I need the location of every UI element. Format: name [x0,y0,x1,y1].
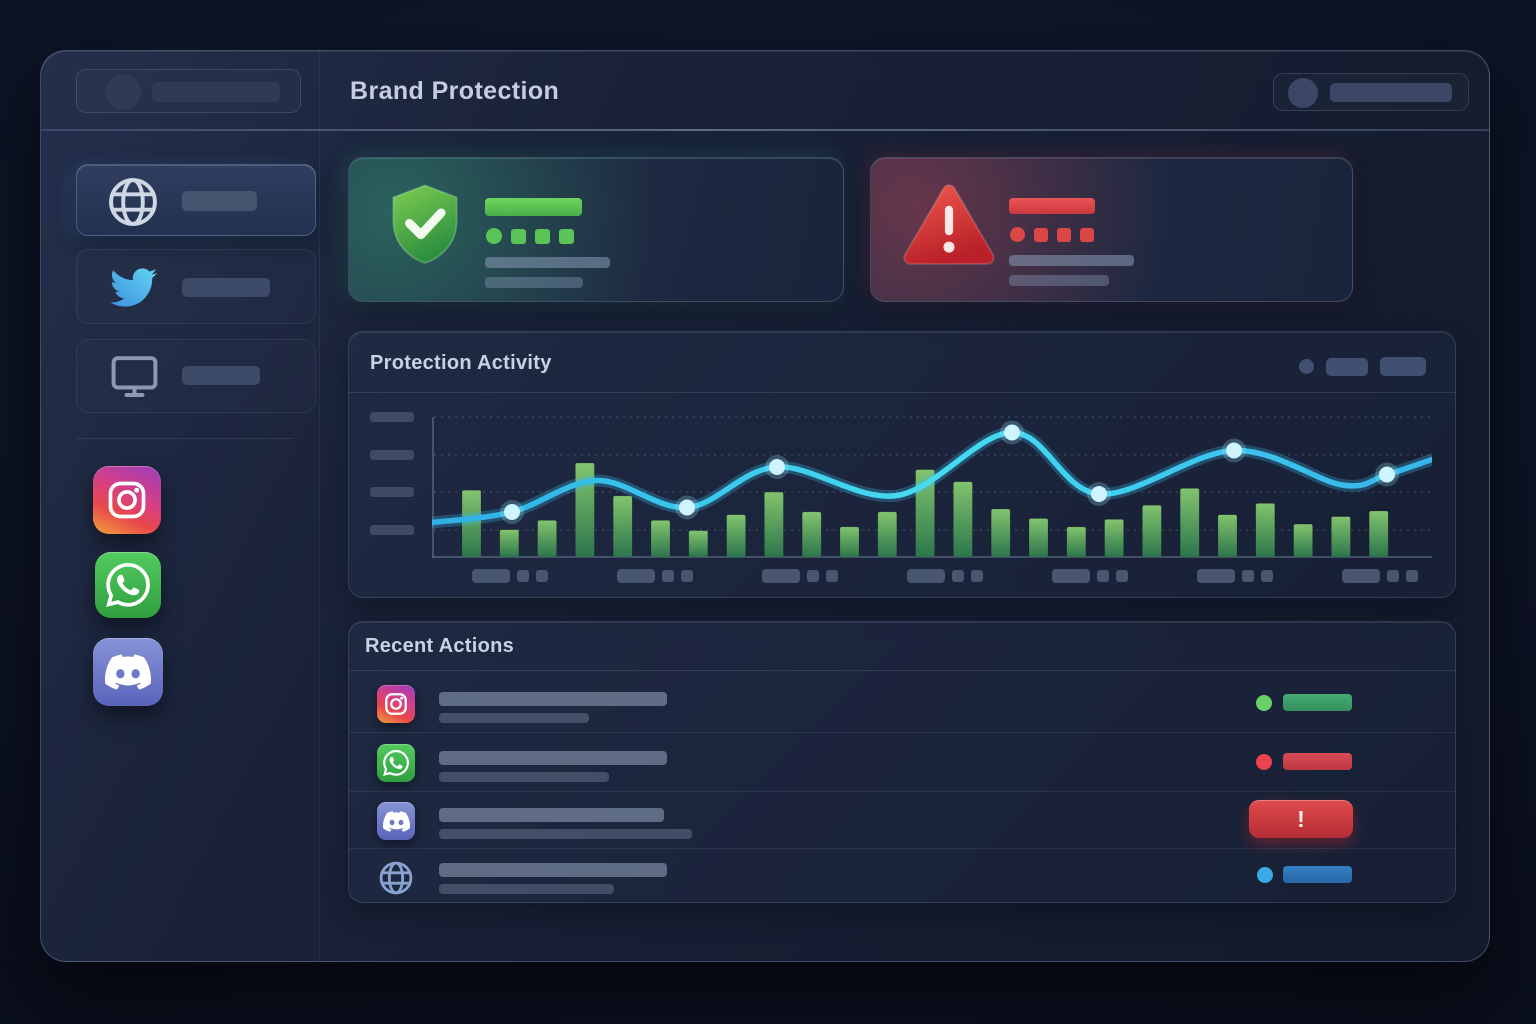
header-divider [41,129,1489,131]
x-tick-placeholder [1197,569,1273,583]
instagram-icon [108,481,146,519]
legend-label-placeholder [1380,357,1426,376]
sidebar-item-web-monitor[interactable] [76,339,316,413]
twitter-icon [110,268,157,307]
stat-title-placeholder [1009,198,1095,214]
sidebar-item-web-protection[interactable] [76,164,316,236]
instagram-icon [377,685,415,723]
y-tick-placeholder [370,449,414,460]
protection-activity-panel: Protection Activity [348,331,1456,598]
nav-label-placeholder [182,278,270,297]
sidebar-app-discord[interactable] [93,638,163,706]
warning-triangle-icon [903,184,995,265]
nav-label-placeholder [182,191,257,211]
user-menu[interactable] [1273,73,1469,111]
stat-text-placeholder [485,277,583,288]
alert-action-button[interactable]: ! [1249,800,1353,838]
status-badge [1283,753,1352,770]
action-subtext-placeholder [439,772,609,782]
x-tick-placeholder [1342,569,1418,583]
x-tick-placeholder [1052,569,1128,583]
shield-check-icon [392,184,458,264]
action-text-placeholder [439,692,667,706]
x-tick-placeholder [907,569,983,583]
action-subtext-placeholder [439,829,692,839]
chart-legend [1299,357,1426,376]
recent-action-row-web[interactable] [349,848,1455,904]
avatar [1288,78,1318,108]
action-subtext-placeholder [439,884,614,894]
y-tick-placeholder [370,412,414,422]
monitor-icon [111,356,158,397]
action-subtext-placeholder [439,713,589,723]
x-tick-placeholder [762,569,838,583]
legend-dot-placeholder [1299,359,1314,374]
status-badge [1283,694,1352,711]
discord-icon [377,802,415,840]
activity-chart [432,416,1432,558]
logo-placeholder [76,69,301,113]
stat-text-placeholder [1009,255,1134,266]
page-title: Brand Protection [350,77,560,105]
username-placeholder [1330,83,1452,102]
recent-title-divider [349,670,1455,671]
logo-mark [105,74,141,110]
status-dot-red [1256,754,1272,770]
sidebar-divider [319,51,320,961]
status-dot-blue [1257,867,1273,883]
y-tick-placeholder [370,487,414,498]
recent-action-row-instagram[interactable] [349,672,1455,732]
sidebar-app-instagram[interactable] [93,466,161,534]
whatsapp-icon [377,744,415,782]
chart-title-divider [349,392,1455,393]
x-tick-placeholder [617,569,693,583]
recent-actions-title: Recent Actions [365,635,515,657]
status-card-protected [348,157,844,302]
globe-icon [109,178,157,226]
stat-value-placeholder [486,228,574,244]
logo-text-placeholder [152,82,280,102]
stat-title-placeholder [485,198,582,216]
x-tick-placeholder [472,569,548,583]
app-window: Brand Protection [40,50,1490,962]
stat-text-placeholder [485,257,610,268]
action-text-placeholder [439,751,667,765]
action-text-placeholder [439,808,664,822]
status-dot-green [1256,695,1272,711]
action-text-placeholder [439,863,667,877]
discord-icon [105,654,151,690]
globe-icon [379,861,413,895]
stat-text-placeholder [1009,275,1109,286]
whatsapp-icon [106,563,150,607]
recent-action-row-whatsapp[interactable] [349,732,1455,791]
sidebar-app-whatsapp[interactable] [95,552,161,618]
status-card-threats [870,157,1353,302]
recent-actions-panel: Recent Actions [348,621,1456,903]
legend-label-placeholder [1326,357,1368,376]
y-tick-placeholder [370,524,414,535]
sidebar-separator [76,438,294,439]
recent-action-row-discord[interactable]: ! [349,791,1455,848]
sidebar-item-twitter[interactable] [76,249,316,324]
chart-title: Protection Activity [370,352,552,374]
stat-value-placeholder [1010,227,1094,242]
nav-label-placeholder [182,366,260,385]
status-badge [1283,866,1352,883]
